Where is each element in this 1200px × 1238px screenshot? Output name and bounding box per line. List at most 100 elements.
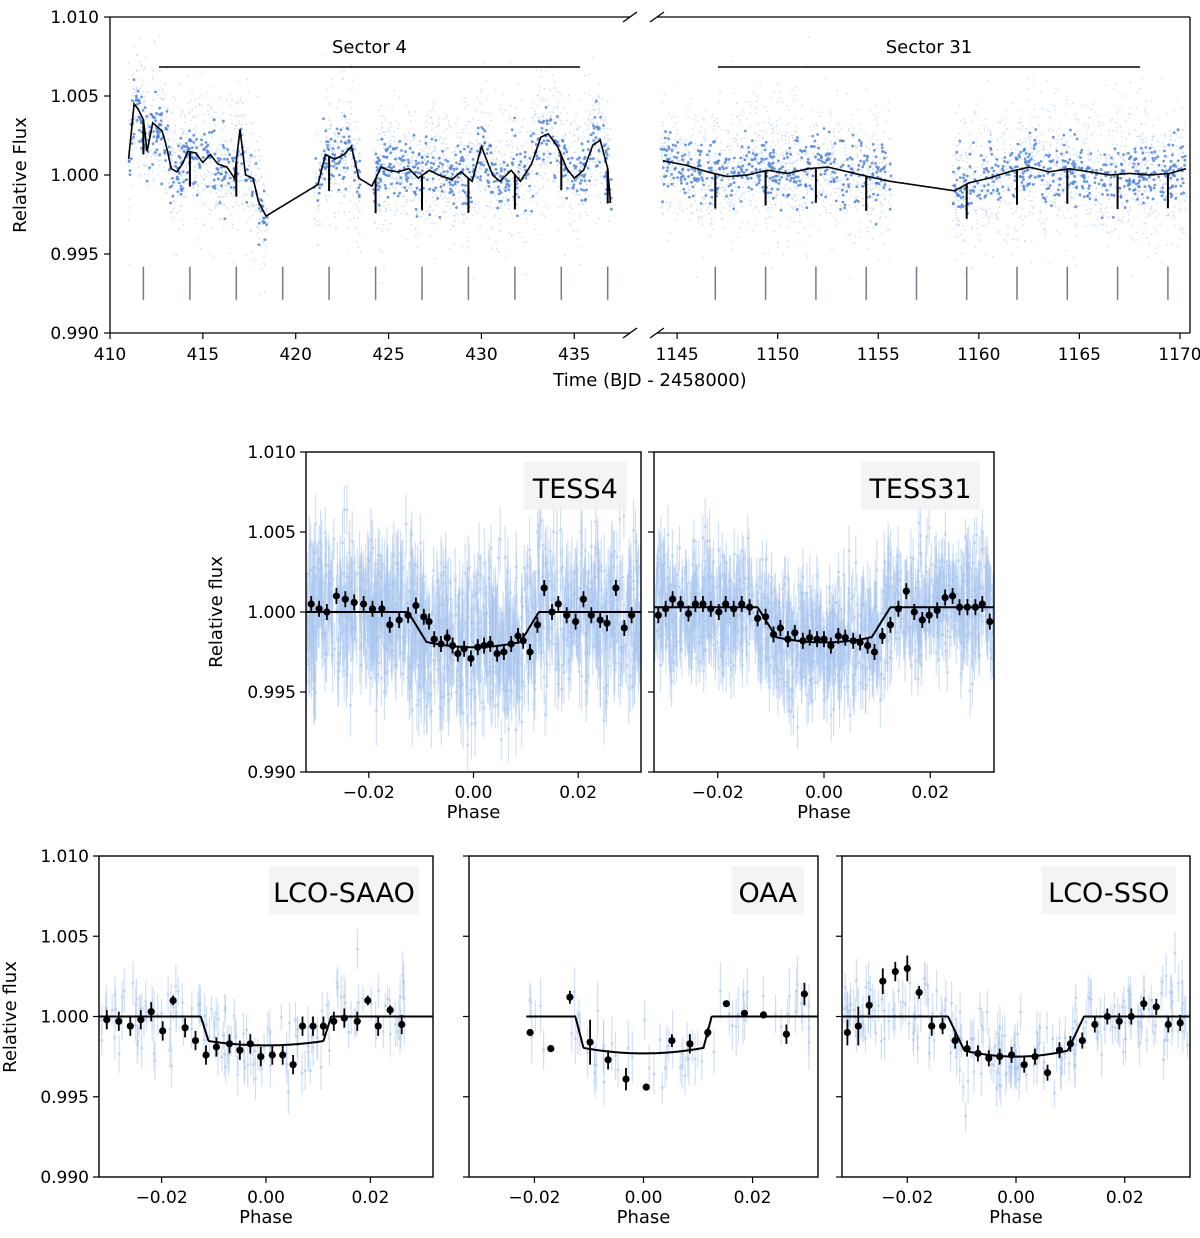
raw-point [753, 91, 756, 94]
raw-point [480, 133, 483, 135]
raw-point [578, 159, 581, 162]
raw-point [548, 156, 551, 159]
raw-point [1099, 223, 1102, 226]
raw-point [217, 196, 220, 198]
raw-point [506, 255, 508, 258]
raw-point [776, 132, 779, 135]
raw-point [237, 204, 240, 207]
raw-point [358, 137, 361, 139]
raw-point [714, 169, 717, 172]
raw-point [383, 205, 385, 208]
raw-point [1050, 190, 1052, 193]
raw-point [209, 252, 212, 255]
binned-point [212, 129, 216, 133]
binned-point [545, 122, 549, 126]
raw-point [259, 159, 261, 162]
raw-point [192, 194, 195, 197]
binned-point [338, 173, 341, 177]
raw-point [784, 166, 787, 168]
raw-point [687, 150, 690, 153]
raw-point [195, 175, 198, 177]
raw-point [875, 104, 878, 106]
binned-point [192, 133, 196, 137]
raw-point [496, 187, 499, 190]
raw-point [407, 132, 410, 135]
raw-point [1028, 142, 1031, 145]
raw-point [971, 266, 973, 269]
raw-point [556, 164, 559, 167]
raw-point [1041, 171, 1044, 174]
binned-point [382, 171, 386, 175]
binned-point [261, 204, 265, 208]
raw-point [532, 199, 535, 202]
raw-point [1150, 176, 1153, 179]
raw-point [241, 102, 244, 105]
raw-point [1005, 165, 1007, 167]
raw-point [965, 154, 967, 157]
raw-point [829, 108, 832, 111]
raw-point [556, 105, 559, 107]
raw-point [558, 91, 561, 94]
raw-point [382, 114, 385, 117]
raw-point [144, 118, 147, 121]
raw-point [776, 101, 779, 104]
raw-point [1102, 122, 1105, 125]
binned-point [424, 162, 428, 166]
raw-point [517, 167, 520, 170]
raw-point [810, 223, 813, 226]
raw-point [423, 154, 425, 157]
raw-point [427, 122, 430, 125]
raw-point [789, 187, 792, 190]
binned-point [541, 131, 544, 135]
binned-point [579, 182, 582, 185]
raw-point [511, 212, 513, 215]
binned-point [230, 156, 234, 160]
raw-point [181, 153, 184, 155]
raw-point [720, 128, 723, 131]
raw-point [587, 124, 589, 126]
raw-point [1140, 160, 1143, 162]
raw-point [409, 114, 412, 117]
raw-point [447, 147, 449, 150]
raw-point [713, 128, 715, 131]
raw-point [788, 217, 791, 219]
raw-point [766, 110, 769, 113]
raw-point [1139, 88, 1141, 90]
raw-point [838, 179, 840, 182]
raw-point [210, 171, 213, 174]
raw-point [220, 119, 223, 121]
raw-point [1098, 191, 1100, 194]
raw-point [438, 123, 441, 126]
raw-point [1137, 194, 1140, 197]
binned-point [497, 192, 501, 196]
binned-point [542, 139, 546, 143]
binned-point [400, 149, 403, 152]
raw-point [410, 187, 413, 189]
raw-point [446, 186, 449, 188]
raw-point [1074, 151, 1077, 153]
raw-point [321, 177, 323, 180]
binned-point [598, 126, 601, 130]
raw-point [441, 137, 444, 139]
raw-point [550, 126, 553, 129]
raw-point [428, 209, 430, 211]
raw-point [795, 153, 798, 156]
raw-point [1137, 190, 1140, 193]
raw-point [133, 92, 136, 94]
raw-point [981, 158, 984, 160]
binned-point [412, 165, 415, 169]
binned-point [344, 187, 348, 191]
raw-point [1015, 210, 1017, 213]
raw-point [1056, 139, 1059, 142]
raw-point [542, 116, 544, 118]
binned-point [159, 119, 163, 123]
raw-point [183, 114, 186, 116]
raw-point [242, 134, 245, 137]
raw-point [557, 206, 560, 209]
raw-point [853, 242, 856, 245]
binned-point [510, 128, 514, 132]
binned-point [506, 164, 509, 167]
raw-point [732, 113, 734, 116]
raw-point [960, 207, 962, 210]
raw-point [210, 191, 212, 194]
